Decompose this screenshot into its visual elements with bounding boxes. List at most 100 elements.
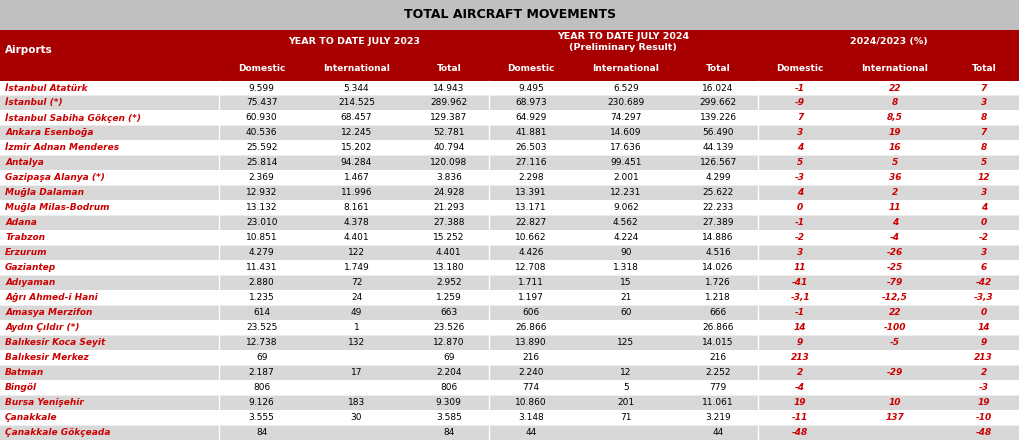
Text: 2.187: 2.187 bbox=[249, 368, 274, 377]
Text: 666: 666 bbox=[709, 308, 726, 317]
FancyBboxPatch shape bbox=[0, 215, 1019, 230]
Text: İzmir Adnan Menderes: İzmir Adnan Menderes bbox=[5, 143, 119, 152]
FancyBboxPatch shape bbox=[0, 170, 1019, 185]
Text: -1: -1 bbox=[795, 218, 804, 227]
Text: Amasya Merzifon: Amasya Merzifon bbox=[5, 308, 93, 317]
FancyBboxPatch shape bbox=[0, 155, 1019, 170]
Text: 11.431: 11.431 bbox=[246, 263, 277, 272]
FancyBboxPatch shape bbox=[0, 200, 1019, 215]
Text: Muğla Dalaman: Muğla Dalaman bbox=[5, 188, 84, 198]
Text: 3.836: 3.836 bbox=[435, 173, 462, 182]
FancyBboxPatch shape bbox=[0, 395, 1019, 410]
Text: Ağrı Ahmed-i Hani: Ağrı Ahmed-i Hani bbox=[5, 293, 98, 302]
Text: -1: -1 bbox=[795, 308, 804, 317]
Text: 9.599: 9.599 bbox=[249, 84, 274, 92]
Text: -10: -10 bbox=[975, 413, 990, 422]
Text: 3: 3 bbox=[796, 248, 803, 257]
Text: -29: -29 bbox=[887, 368, 902, 377]
Text: İstanbul Atatürk: İstanbul Atatürk bbox=[5, 84, 88, 92]
Text: 40.536: 40.536 bbox=[246, 128, 277, 137]
Text: -3,3: -3,3 bbox=[973, 293, 993, 302]
Text: 13.171: 13.171 bbox=[515, 203, 546, 213]
Text: 21.293: 21.293 bbox=[433, 203, 464, 213]
Text: 11: 11 bbox=[888, 203, 901, 213]
Text: 1.218: 1.218 bbox=[704, 293, 731, 302]
Text: 3.555: 3.555 bbox=[249, 413, 274, 422]
Text: 2.298: 2.298 bbox=[518, 173, 543, 182]
Text: 99.451: 99.451 bbox=[609, 158, 641, 167]
Text: 299.662: 299.662 bbox=[699, 99, 736, 107]
Text: 2: 2 bbox=[891, 188, 898, 198]
Text: 2.952: 2.952 bbox=[435, 278, 462, 287]
Text: 7: 7 bbox=[796, 114, 803, 122]
Text: Total: Total bbox=[970, 64, 996, 73]
Text: 8: 8 bbox=[979, 114, 986, 122]
Text: 2.880: 2.880 bbox=[249, 278, 274, 287]
Text: -26: -26 bbox=[887, 248, 902, 257]
Text: 30: 30 bbox=[351, 413, 362, 422]
Text: 60: 60 bbox=[620, 308, 631, 317]
Text: 606: 606 bbox=[522, 308, 539, 317]
Text: İstanbul (*): İstanbul (*) bbox=[5, 99, 62, 107]
Text: 10.662: 10.662 bbox=[515, 233, 546, 242]
Text: 14.015: 14.015 bbox=[702, 338, 733, 347]
Text: 3.148: 3.148 bbox=[518, 413, 543, 422]
Text: 15: 15 bbox=[620, 278, 631, 287]
Text: 13.890: 13.890 bbox=[515, 338, 546, 347]
Text: 216: 216 bbox=[709, 353, 726, 362]
Text: 84: 84 bbox=[442, 428, 454, 437]
FancyBboxPatch shape bbox=[0, 81, 1019, 95]
Text: 14: 14 bbox=[976, 323, 989, 332]
Text: 27.116: 27.116 bbox=[515, 158, 546, 167]
Text: Airports: Airports bbox=[5, 45, 53, 55]
Text: -100: -100 bbox=[882, 323, 906, 332]
Text: 21: 21 bbox=[620, 293, 631, 302]
Text: International: International bbox=[323, 64, 389, 73]
Text: -1: -1 bbox=[795, 84, 804, 92]
FancyBboxPatch shape bbox=[0, 425, 1019, 440]
Text: -11: -11 bbox=[792, 413, 807, 422]
Text: 120.098: 120.098 bbox=[430, 158, 467, 167]
Text: Erzurum: Erzurum bbox=[5, 248, 48, 257]
Text: 17: 17 bbox=[351, 368, 362, 377]
Text: 5: 5 bbox=[623, 383, 628, 392]
Text: 11: 11 bbox=[793, 263, 806, 272]
Text: Ankara Esenboğa: Ankara Esenboğa bbox=[5, 128, 94, 137]
Text: 11.996: 11.996 bbox=[340, 188, 372, 198]
FancyBboxPatch shape bbox=[0, 275, 1019, 290]
Text: 12: 12 bbox=[620, 368, 631, 377]
Text: 2: 2 bbox=[796, 368, 803, 377]
Text: 12.708: 12.708 bbox=[515, 263, 546, 272]
FancyBboxPatch shape bbox=[0, 365, 1019, 380]
FancyBboxPatch shape bbox=[0, 125, 1019, 140]
Text: 71: 71 bbox=[620, 413, 631, 422]
Text: 9.495: 9.495 bbox=[518, 84, 543, 92]
Text: 22: 22 bbox=[888, 308, 901, 317]
FancyBboxPatch shape bbox=[0, 335, 1019, 350]
FancyBboxPatch shape bbox=[0, 410, 1019, 425]
FancyBboxPatch shape bbox=[0, 245, 1019, 260]
Text: Adana: Adana bbox=[5, 218, 37, 227]
Text: 6: 6 bbox=[979, 263, 986, 272]
Text: 72: 72 bbox=[351, 278, 362, 287]
Text: 13.132: 13.132 bbox=[246, 203, 277, 213]
Text: 74.297: 74.297 bbox=[609, 114, 641, 122]
Text: 15.202: 15.202 bbox=[340, 143, 372, 152]
Text: 122: 122 bbox=[347, 248, 365, 257]
Text: 7: 7 bbox=[979, 128, 986, 137]
Text: 3: 3 bbox=[979, 188, 986, 198]
Text: 68.973: 68.973 bbox=[515, 99, 546, 107]
Text: -12,5: -12,5 bbox=[881, 293, 907, 302]
Text: 84: 84 bbox=[256, 428, 267, 437]
Text: International: International bbox=[861, 64, 927, 73]
Text: 40.794: 40.794 bbox=[433, 143, 464, 152]
Text: 806: 806 bbox=[440, 383, 457, 392]
Text: 5: 5 bbox=[979, 158, 986, 167]
Text: 4: 4 bbox=[796, 143, 803, 152]
Text: Aydın Çıldır (*): Aydın Çıldır (*) bbox=[5, 323, 79, 332]
FancyBboxPatch shape bbox=[0, 305, 1019, 320]
FancyBboxPatch shape bbox=[0, 260, 1019, 275]
Text: 0: 0 bbox=[796, 203, 803, 213]
Text: -42: -42 bbox=[975, 278, 990, 287]
Text: 41.881: 41.881 bbox=[515, 128, 546, 137]
